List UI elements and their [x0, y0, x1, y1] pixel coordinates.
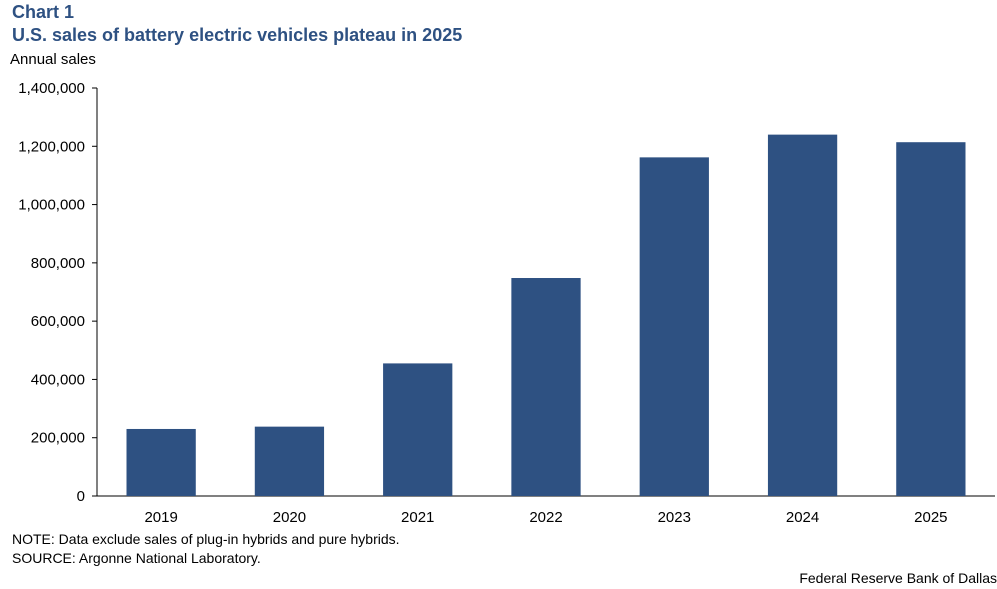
bar-2025	[896, 142, 966, 496]
bar-2019	[126, 428, 196, 496]
y-tick-label: 1,000,000	[18, 197, 85, 214]
y-tick-label: 600,000	[31, 313, 85, 330]
y-tick-label: 200,000	[31, 430, 85, 447]
chart-kicker: Chart 1	[12, 2, 75, 22]
bar-2024	[767, 134, 838, 496]
chart-note: NOTE: Data exclude sales of plug-in hybr…	[12, 531, 400, 547]
x-tick-label: 2022	[529, 509, 562, 526]
x-tick-label: 2024	[786, 509, 819, 526]
y-tick-label: 1,200,000	[18, 138, 85, 155]
y-tick-label: 0	[77, 488, 85, 505]
x-axis: 2019 2020 2021 2022 2023 2024 2025	[97, 495, 995, 526]
chart-title: U.S. sales of battery electric vehicles …	[12, 25, 463, 45]
bars	[126, 134, 966, 497]
y-axis: 0 200,000 400,000 600,000 800,000 1,000,000 1,…	[18, 80, 98, 505]
bar-2020	[254, 426, 325, 496]
x-tick-label: 2019	[144, 509, 177, 526]
bar-2023	[639, 157, 709, 497]
chart-credit: Federal Reserve Bank of Dallas	[799, 570, 997, 586]
y-tick-label: 800,000	[31, 255, 85, 272]
y-tick-label: 1,400,000	[18, 80, 85, 97]
chart-source: SOURCE: Argonne National Laboratory.	[12, 550, 261, 566]
x-tick-label: 2023	[658, 509, 691, 526]
bar-2021	[383, 363, 453, 496]
bar-2022	[511, 278, 581, 496]
x-tick-label: 2020	[273, 509, 306, 526]
x-tick-label: 2025	[914, 509, 947, 526]
y-axis-units-label: Annual sales	[10, 51, 96, 68]
y-tick-label: 400,000	[31, 371, 85, 388]
x-tick-label: 2021	[401, 509, 434, 526]
